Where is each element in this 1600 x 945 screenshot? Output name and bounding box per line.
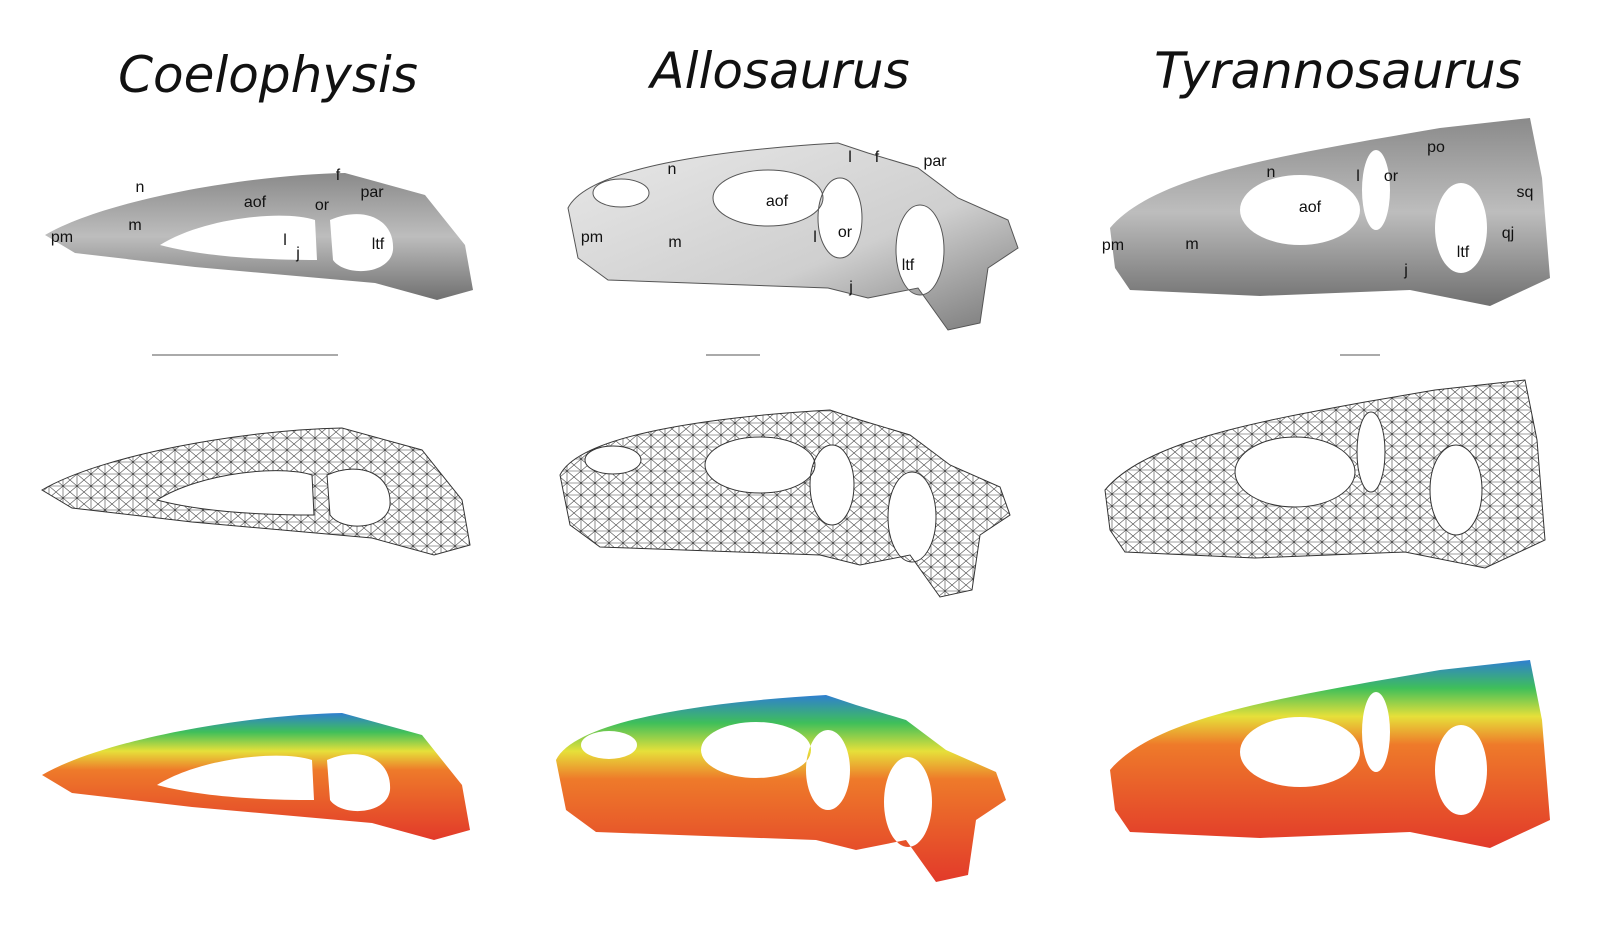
panel-title: Allosaurus	[647, 42, 909, 100]
skull-stress	[1110, 660, 1550, 848]
anatomy-label: n	[1267, 164, 1276, 181]
anatomy-label: par	[360, 184, 384, 201]
anatomy-label: ltf	[902, 257, 915, 274]
anatomy-label: pm	[51, 229, 73, 246]
anatomy-label: aof	[766, 193, 789, 210]
mesh-row	[41, 379, 1546, 598]
anatomy-label: pm	[581, 229, 603, 246]
anatomy-label: f	[875, 149, 880, 166]
anatomy-label: or	[1384, 168, 1399, 185]
anatomy-label: l	[848, 149, 852, 166]
skull-photo	[45, 173, 473, 300]
anatomy-label: pm	[1102, 237, 1124, 254]
stress-row	[42, 660, 1550, 882]
skull-photo	[1110, 118, 1550, 306]
skull-mesh	[41, 427, 471, 556]
anatomy-label: sq	[1517, 184, 1534, 201]
panel-title: Tyrannosaurus	[1154, 42, 1522, 100]
anatomy-label: qj	[1502, 225, 1514, 242]
anatomy-label: ltf	[1457, 244, 1470, 261]
anatomy-label: n	[136, 179, 145, 196]
anatomy-label: or	[315, 197, 330, 214]
skull-photo	[567, 142, 1019, 331]
anatomy-label: or	[838, 224, 853, 241]
anatomy-label: par	[923, 153, 947, 170]
panel-title: Coelophysis	[118, 46, 418, 104]
anatomy-label: po	[1427, 139, 1445, 156]
anatomy-label: l	[813, 229, 817, 246]
anatomy-label: m	[128, 217, 141, 234]
skull-mesh	[1104, 379, 1546, 569]
skull-stress	[556, 695, 1006, 882]
titles: Coelophysis Allosaurus Tyrannosaurus	[118, 42, 1522, 104]
anatomy-label: l	[283, 232, 287, 249]
anatomy-label: m	[1185, 236, 1198, 253]
anatomy-label: j	[848, 279, 853, 296]
anatomy-label: m	[668, 234, 681, 251]
anatomy-label: l	[1356, 168, 1360, 185]
anatomy-label: aof	[1299, 199, 1322, 216]
anatomy-label: n	[668, 161, 677, 178]
photo-row	[45, 118, 1550, 356]
anatomy-label: aof	[244, 194, 267, 211]
skull-stress	[42, 713, 470, 840]
anatomy-label: ltf	[372, 236, 385, 253]
skull-mesh	[559, 409, 1011, 598]
anatomy-label: j	[1403, 262, 1408, 279]
anatomy-label: f	[336, 167, 341, 184]
anatomy-label: j	[295, 245, 300, 262]
